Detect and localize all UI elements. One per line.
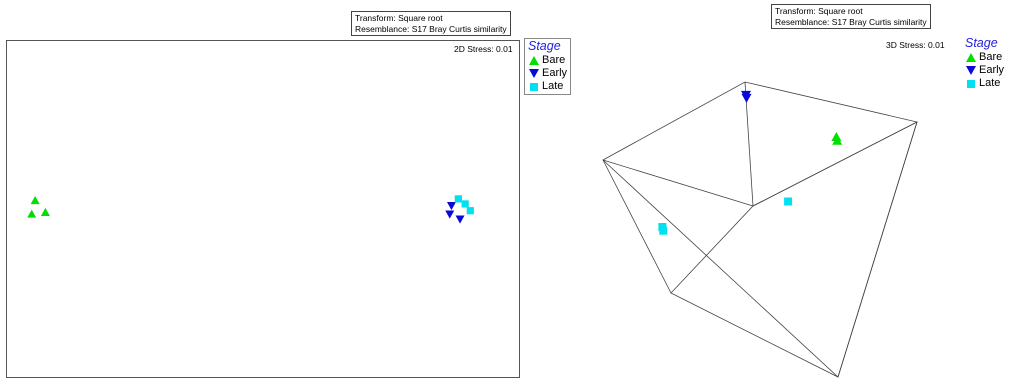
legend-entry-bare: Bare bbox=[528, 54, 567, 67]
legend-title: Stage bbox=[965, 36, 998, 50]
triangle-down-icon bbox=[529, 69, 539, 78]
legend-entry-early: Early bbox=[528, 67, 567, 80]
transform-label: Transform: Square root bbox=[775, 6, 863, 16]
data-point-square bbox=[461, 200, 469, 208]
box-front-face bbox=[602, 81, 918, 378]
legend-label: Bare bbox=[979, 51, 1003, 63]
3d-box-wireframe bbox=[602, 81, 918, 378]
legend-title: Stage bbox=[528, 39, 561, 53]
data-point-triangle-up bbox=[832, 135, 843, 145]
square-icon bbox=[530, 83, 538, 91]
legend-label: Bare bbox=[542, 54, 566, 66]
data-point-triangle-up bbox=[30, 196, 40, 205]
resemblance-label: Resemblance: S17 Bray Curtis similarity bbox=[775, 16, 927, 27]
box-edge bbox=[752, 121, 918, 207]
legend-3d: Stage Bare Early Late bbox=[965, 36, 1005, 90]
legend-entry-early: Early bbox=[965, 64, 1004, 77]
plot-frame-2d bbox=[6, 40, 520, 378]
data-point-triangle-down bbox=[446, 202, 456, 211]
triangle-down-icon bbox=[966, 66, 976, 75]
box-edge bbox=[744, 81, 754, 207]
annotation-box-2d: Transform: Square root Resemblance: S17 … bbox=[351, 11, 511, 36]
transform-label: Transform: Square root bbox=[355, 13, 443, 23]
legend-label: Early bbox=[979, 64, 1005, 76]
legend-entry-late: Late bbox=[965, 77, 1004, 90]
legend-entry-bare: Bare bbox=[965, 51, 1004, 64]
box-edge bbox=[602, 159, 672, 294]
data-point-triangle-up bbox=[27, 209, 37, 218]
data-point-square bbox=[784, 197, 793, 206]
data-point-triangle-up bbox=[40, 207, 50, 216]
data-point-triangle-down bbox=[455, 215, 465, 224]
triangle-up-icon bbox=[966, 53, 976, 62]
box-right-face bbox=[670, 121, 918, 378]
legend-label: Late bbox=[979, 77, 1001, 89]
box-edge bbox=[602, 159, 754, 207]
legend-entry-late: Late bbox=[528, 80, 567, 93]
legend-2d: Stage Bare Early Late bbox=[524, 38, 572, 95]
data-point-triangle-down bbox=[445, 210, 455, 219]
legend-label: Early bbox=[542, 67, 568, 79]
data-point-triangle-down bbox=[741, 93, 752, 103]
triangle-up-icon bbox=[529, 56, 539, 65]
stress-label-3d: 3D Stress: 0.01 bbox=[886, 40, 945, 50]
resemblance-label: Resemblance: S17 Bray Curtis similarity bbox=[355, 23, 507, 34]
square-icon bbox=[967, 80, 975, 88]
data-point-square bbox=[454, 195, 462, 203]
data-point-square bbox=[659, 226, 668, 235]
data-point-square bbox=[466, 207, 474, 215]
stress-label-2d: 2D Stress: 0.01 bbox=[454, 44, 513, 54]
annotation-box-3d: Transform: Square root Resemblance: S17 … bbox=[771, 4, 931, 29]
legend-label: Late bbox=[542, 80, 564, 92]
